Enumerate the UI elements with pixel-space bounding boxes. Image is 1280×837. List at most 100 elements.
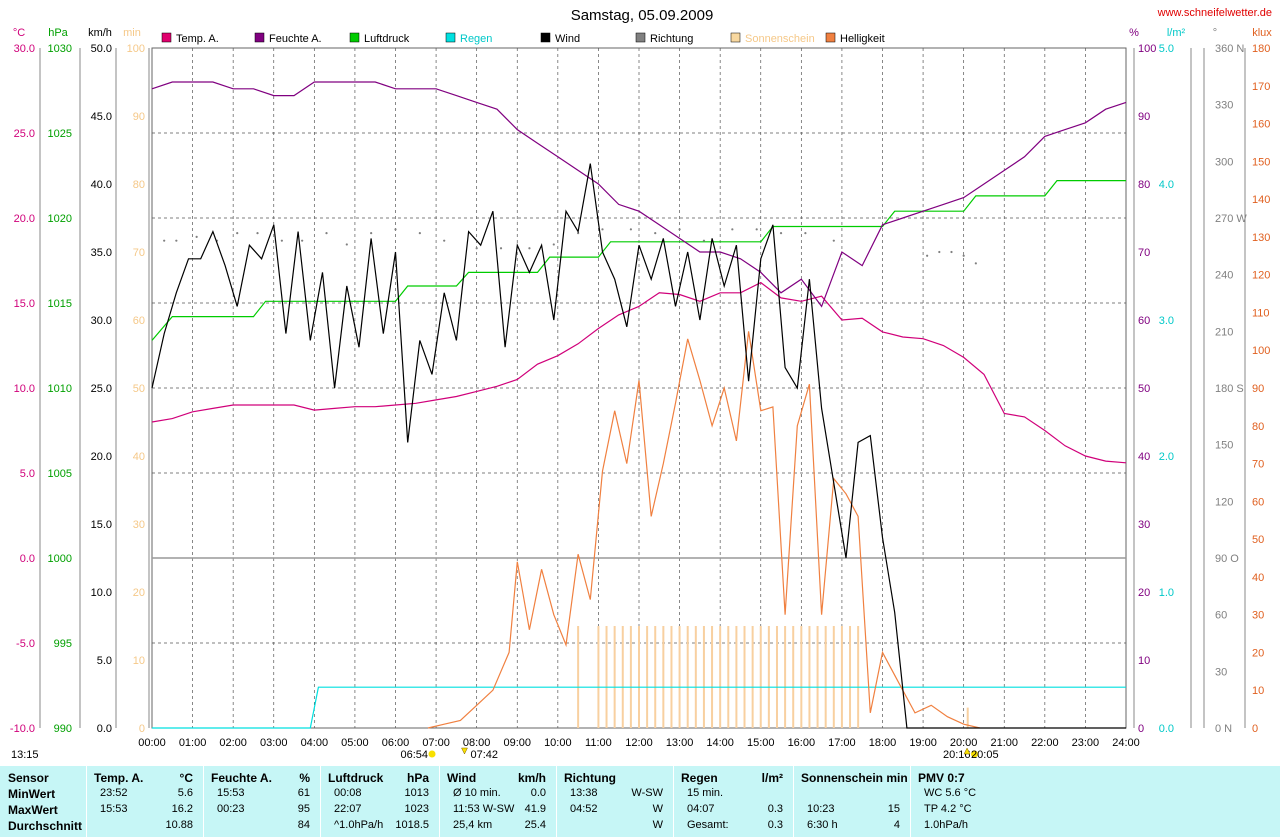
x-tick-label: 18:00 xyxy=(869,737,897,749)
axis-unit-wind: km/h xyxy=(88,27,112,39)
stat-cell-value: 61 xyxy=(297,787,310,799)
stat-column-title: Regen xyxy=(681,771,718,785)
column-separator xyxy=(203,766,204,837)
axis-tick-hum: 70 xyxy=(1138,247,1150,259)
direction-point xyxy=(804,232,807,235)
legend-label: Sonnenschein xyxy=(745,33,815,45)
axis-tick-hum: 100 xyxy=(1138,43,1156,55)
sunset-marker xyxy=(970,750,978,758)
stat-column-title: Richtung xyxy=(564,771,616,785)
axis-tick-lux: 60 xyxy=(1252,496,1264,508)
legend-label: Helligkeit xyxy=(840,33,885,45)
axis-tick-temp: -5.0 xyxy=(16,638,35,650)
axis-tick-lux: 30 xyxy=(1252,610,1264,622)
direction-point xyxy=(499,247,503,250)
stat-cell-label: 04:52 xyxy=(570,803,598,815)
axis-tick-temp: 25.0 xyxy=(14,128,35,140)
x-tick-label: 19:00 xyxy=(909,737,937,749)
axis-tick-hum: 80 xyxy=(1138,179,1150,191)
stat-cell-label: 11:53 W-SW xyxy=(453,803,515,815)
statistics-panel: Sensor MinWert MaxWert Durchschnitt Temp… xyxy=(0,766,1280,837)
axis-tick-wind: 15.0 xyxy=(91,519,112,531)
axis-unit-temp: °C xyxy=(13,27,25,39)
axis-tick-press: 1030 xyxy=(48,43,72,55)
axis-tick-hum: 10 xyxy=(1138,655,1150,667)
direction-point xyxy=(832,239,835,242)
direction-point xyxy=(370,232,373,235)
column-separator xyxy=(793,766,794,837)
direction-point xyxy=(195,235,198,238)
direction-point xyxy=(678,228,681,231)
stat-cell-value: 0.3 xyxy=(767,803,783,815)
direction-point xyxy=(163,239,166,242)
legend-swatch xyxy=(349,32,360,43)
direction-point xyxy=(629,228,632,231)
direction-point xyxy=(974,262,977,265)
last-sun-marker xyxy=(963,747,971,755)
stat-column-title: Sonnenschein min xyxy=(801,771,908,785)
axis-tick-wind: 5.0 xyxy=(97,655,112,667)
x-tick-label: 12:00 xyxy=(625,737,653,749)
legend-label: Richtung xyxy=(650,33,693,45)
axis-tick-sun: 100 xyxy=(127,43,145,55)
direction-point xyxy=(301,239,304,242)
axis-tick-wind: 0.0 xyxy=(97,723,112,735)
legend-swatch xyxy=(445,32,456,43)
left-axes: 30.025.020.015.010.05.00.0-5.0-10.010301… xyxy=(10,43,150,735)
axis-tick-rain: 0.0 xyxy=(1159,723,1174,735)
stat-column-temp-a: Temp. A. °C 23:52 5.6 15:53 16.2 10.88 xyxy=(88,766,205,837)
axis-tick-temp: 0.0 xyxy=(20,553,35,565)
axis-tick-dir: 150 xyxy=(1215,440,1233,452)
axis-tick-press: 1015 xyxy=(48,298,72,310)
direction-point xyxy=(950,250,953,254)
axis-tick-rain: 2.0 xyxy=(1159,451,1174,463)
stat-cell-value: 0.0 xyxy=(530,787,546,799)
axis-tick-wind: 45.0 xyxy=(91,111,112,123)
stat-cell-value: 95 xyxy=(297,803,310,815)
stat-column-sonnenschein-min: Sonnenschein min 10:23 15 6:30 h 4 xyxy=(795,766,912,837)
stat-cell-value: 15 xyxy=(887,803,900,815)
axis-tick-sun: 50 xyxy=(133,383,145,395)
axis-tick-wind: 50.0 xyxy=(91,43,112,55)
axis-tick-lux: 80 xyxy=(1252,421,1264,433)
axis-unit-sun: min xyxy=(123,27,141,39)
axis-tick-lux: 180 xyxy=(1252,43,1270,55)
axis-tick-hum: 30 xyxy=(1138,519,1150,531)
stat-cell-value: 16.2 xyxy=(171,803,193,815)
axis-tick-lux: 0 xyxy=(1252,723,1258,735)
stat-column-unit: l/m² xyxy=(761,771,783,785)
stat-column-title: Wind xyxy=(447,771,477,785)
stat-cell-label: 15 min. xyxy=(687,787,724,799)
axis-tick-rain: 5.0 xyxy=(1159,43,1174,55)
axis-tick-sun: 30 xyxy=(133,519,145,531)
plot-area xyxy=(151,81,1127,729)
axis-tick-lux: 160 xyxy=(1252,119,1270,131)
axis-tick-wind: 35.0 xyxy=(91,247,112,259)
series-line-helligkeit xyxy=(427,331,981,729)
axis-tick-hum: 0 xyxy=(1138,723,1144,735)
stat-cell-value: 4 xyxy=(893,819,900,831)
axis-tick-dir: 300 xyxy=(1215,156,1233,168)
first-sun-time: 07:42 xyxy=(470,749,498,761)
x-tick-label: 03:00 xyxy=(260,737,288,749)
axis-tick-sun: 60 xyxy=(133,315,145,327)
direction-point xyxy=(962,254,965,257)
axis-tick-wind: 30.0 xyxy=(91,315,112,327)
direction-point xyxy=(280,239,283,242)
axis-tick-dir: 90 O xyxy=(1215,553,1239,565)
stat-column-wind: Wind km/h Ø 10 min. 0.0 11:53 W-SW 41.9 25,4 k… xyxy=(441,766,558,837)
axis-tick-lux: 20 xyxy=(1252,647,1264,659)
stat-cell-label: 00:23 xyxy=(217,803,245,815)
axis-tick-dir: 240 xyxy=(1215,270,1233,282)
stat-column-title: PMV 0:7 xyxy=(918,771,965,785)
series-line-regen xyxy=(152,686,1126,729)
stat-cell-label: 22:07 xyxy=(334,803,362,815)
weather-chart: Samstag, 05.09.2009 www.schneifelwetter.… xyxy=(10,7,1272,761)
site-url[interactable]: www.schneifelwetter.de xyxy=(1157,7,1272,19)
series-line-luftdruck xyxy=(151,180,1126,341)
axis-tick-temp: 10.0 xyxy=(14,383,35,395)
stat-cell-value: 1013 xyxy=(404,787,429,799)
stat-column-unit: km/h xyxy=(517,771,546,785)
column-separator xyxy=(673,766,674,837)
stat-cell-label: 04:07 xyxy=(687,803,715,815)
